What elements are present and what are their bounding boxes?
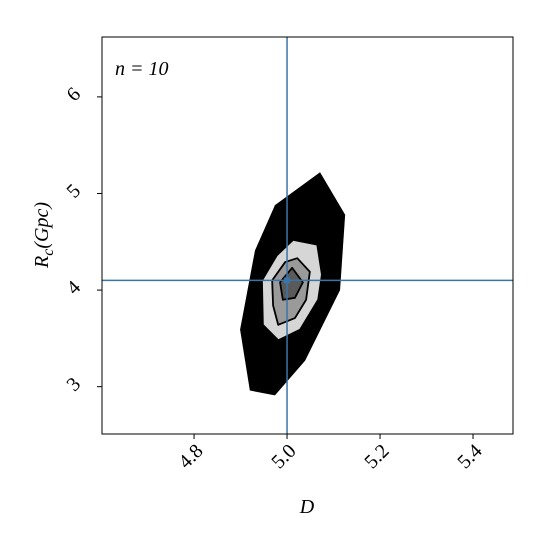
plot-frame xyxy=(101,36,514,435)
y-tick-label: 6 xyxy=(62,83,85,106)
x-tick-label: 5.4 xyxy=(453,440,486,473)
y-label-rest: (Gpc) xyxy=(31,202,53,249)
annotation: n = 10 xyxy=(115,58,169,80)
y-label-sub: c xyxy=(40,249,57,256)
y-tick-label: 5 xyxy=(62,180,85,203)
x-tick-label: 5.0 xyxy=(267,440,300,473)
x-axis-label: D xyxy=(299,496,315,518)
y-tick-label: 4 xyxy=(62,277,85,300)
y-tick-label: 3 xyxy=(62,373,85,396)
truth-point xyxy=(284,277,291,284)
y-axis-label: Rc(Gpc) xyxy=(31,202,57,269)
y-label-main: R xyxy=(31,256,53,269)
x-tick-label: 4.8 xyxy=(174,440,207,473)
contour-level xyxy=(279,266,304,301)
x-tick-label: 5.2 xyxy=(360,440,393,473)
